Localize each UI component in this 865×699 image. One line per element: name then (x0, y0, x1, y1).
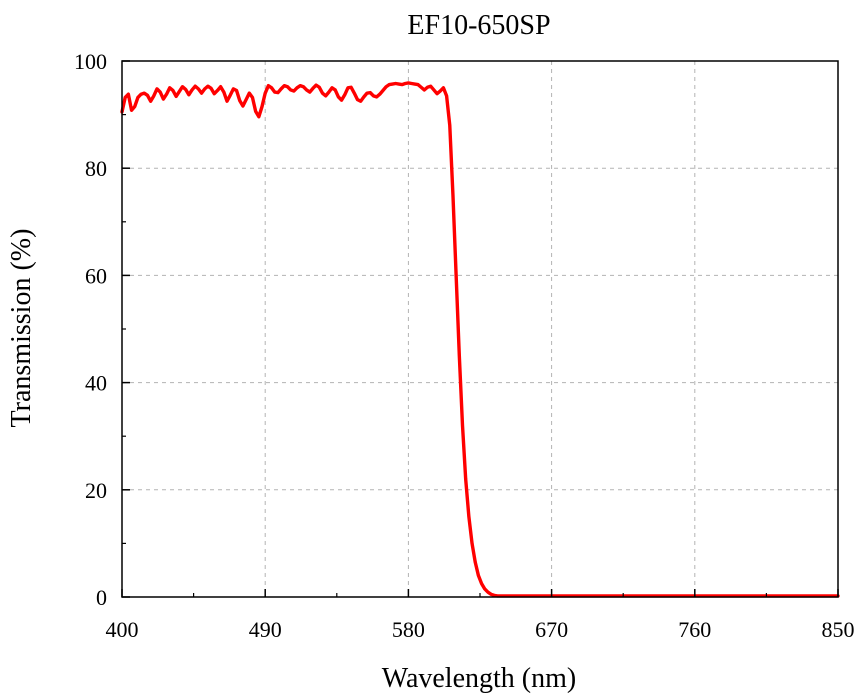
y-tick-label-20: 20 (85, 478, 107, 503)
y-tick-label-100: 100 (74, 49, 107, 74)
x-tick-label-400: 400 (106, 617, 139, 642)
y-axis-label: Transmission (%) (6, 229, 37, 428)
ticks (121, 60, 839, 598)
axes (121, 60, 839, 598)
transmission-series-line (120, 81, 840, 598)
tick-labels: 400 490 580 670 760 850 0 20 40 60 80 100 (74, 49, 855, 642)
plot-area (120, 81, 840, 598)
x-axis-label: Wavelength (nm) (382, 663, 576, 694)
y-tick-label-60: 60 (85, 263, 107, 288)
x-tick-label-490: 490 (249, 617, 282, 642)
y-tick-label-0: 0 (96, 585, 107, 610)
y-tick-label-40: 40 (85, 371, 107, 396)
grid-lines (122, 61, 838, 597)
x-tick-label-580: 580 (392, 617, 425, 642)
x-tick-label-670: 670 (535, 617, 568, 642)
x-tick-label-760: 760 (678, 617, 711, 642)
chart-title: EF10-650SP (407, 10, 550, 41)
x-tick-label-850: 850 (822, 617, 855, 642)
plot-frame (121, 60, 839, 598)
y-tick-label-80: 80 (85, 156, 107, 181)
